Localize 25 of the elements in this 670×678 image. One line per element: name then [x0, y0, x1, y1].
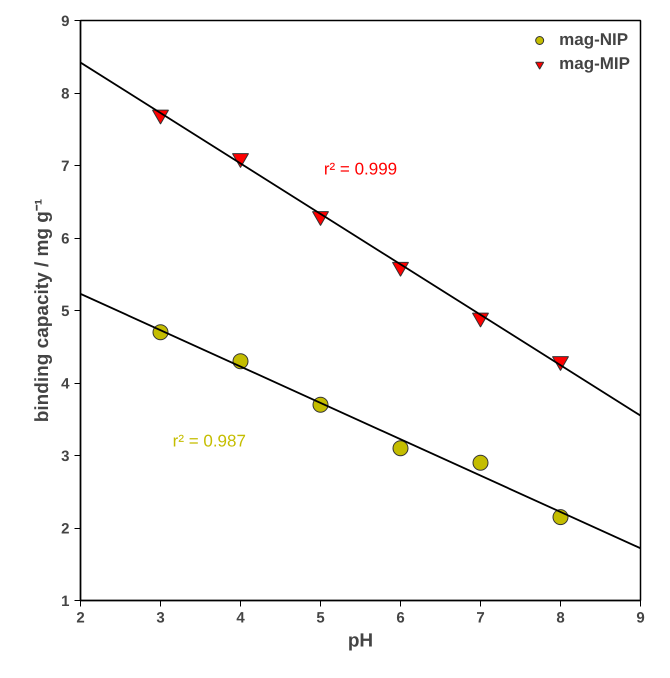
x-tick-label: 7 [476, 610, 485, 626]
y-tick-label: 3 [61, 448, 70, 465]
x-tick-label: 2 [76, 610, 85, 626]
y-tick-label: 2 [61, 520, 70, 538]
y-tick-label: 5 [61, 303, 70, 320]
y-tick-label: 6 [61, 230, 70, 248]
y-axis-title: binding capacity / mg g⁻¹ [32, 198, 54, 422]
x-tick-label: 8 [556, 610, 565, 626]
y-tick-label: 9 [61, 13, 70, 30]
point [472, 454, 488, 471]
annotation: r² = 0.987 [172, 432, 246, 450]
y-tick-label: 1 [61, 593, 70, 610]
annotation: r² = 0.999 [324, 159, 398, 178]
legend-label: mag-NIP [559, 30, 628, 50]
x-axis-title: pH [348, 630, 374, 652]
x-tick-label: 9 [636, 610, 645, 626]
x-tick-label: 4 [236, 610, 246, 626]
point [392, 440, 408, 456]
x-tick-label: 6 [396, 610, 405, 626]
y-tick-label: 8 [61, 86, 70, 102]
x-tick-label: 3 [156, 610, 165, 626]
y-tick-label: 4 [61, 376, 70, 392]
x-tick-label: 5 [316, 610, 325, 626]
legend-label: mag-MIP [559, 54, 630, 74]
y-tick-label: 7 [61, 158, 70, 175]
